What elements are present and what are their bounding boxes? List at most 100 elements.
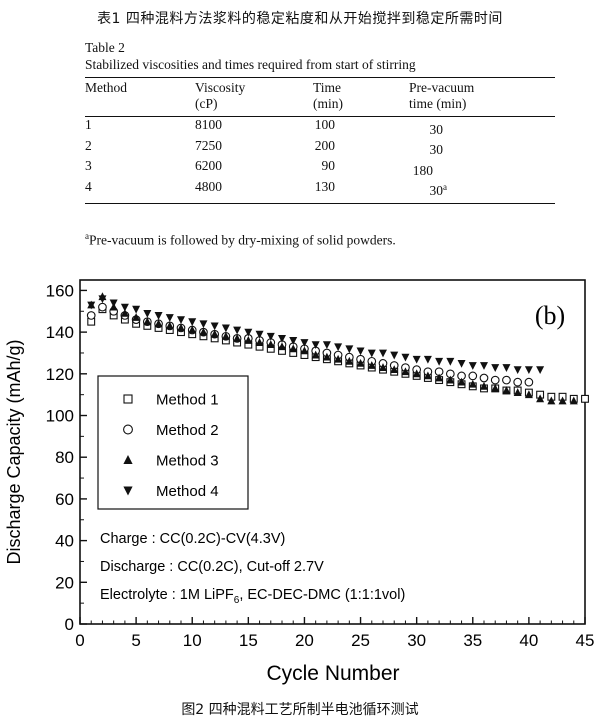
data-point — [177, 323, 185, 332]
data-point — [334, 343, 343, 352]
y-tick-label: 120 — [46, 365, 74, 384]
header-method: Method — [85, 80, 127, 95]
data-point — [435, 373, 444, 382]
cell-viscosity: 7250 — [195, 137, 222, 153]
data-point — [311, 341, 320, 350]
y-tick-label: 80 — [55, 448, 74, 467]
data-point — [188, 325, 197, 334]
data-point — [502, 375, 511, 385]
data-point — [367, 361, 376, 369]
data-point — [468, 371, 478, 381]
data-point — [558, 396, 567, 405]
data-point — [536, 366, 545, 375]
y-tick-label: 20 — [55, 573, 74, 592]
data-point — [502, 364, 511, 372]
y-tick-label: 160 — [46, 281, 74, 300]
data-point — [289, 337, 298, 345]
data-point — [165, 321, 174, 330]
legend-label: Method 1 — [156, 392, 219, 409]
cell-prevacuum: 30 — [429, 121, 444, 137]
data-point — [390, 365, 399, 374]
table-row: 1 8100 100 30 — [85, 117, 555, 138]
table-row: 2 7250 200 30 — [85, 138, 555, 159]
cell-time: 90 — [321, 158, 336, 173]
data-point — [300, 339, 309, 347]
data-point — [367, 349, 376, 358]
table-header-row: Method Viscosity (cP) Time (min) Pre-vacuu… — [85, 78, 555, 116]
y-tick-label: 100 — [46, 407, 74, 426]
chinese-figure-caption: 图2 四种混料工艺所制半电池循环测试 — [181, 702, 419, 718]
cell-prevacuum: 30 — [429, 142, 444, 157]
data-point — [390, 351, 399, 360]
table-top-rule — [85, 77, 555, 78]
y-axis-title: Discharge Capacity (mAh/g) — [4, 339, 24, 564]
x-tick-label: 35 — [463, 631, 482, 650]
data-point — [581, 394, 589, 403]
data-point — [490, 375, 500, 385]
y-tick-label: 60 — [55, 490, 74, 509]
data-point — [255, 338, 264, 346]
series-3 — [87, 292, 578, 405]
cell-method: 1 — [85, 117, 92, 132]
header-prevacuum: Pre-vacuum time (min) — [409, 80, 475, 111]
data-point — [401, 367, 410, 376]
cell-method: 4 — [85, 178, 92, 194]
data-point — [423, 355, 432, 364]
data-point — [446, 357, 455, 366]
data-point — [98, 302, 107, 312]
table-header-rule — [85, 116, 555, 117]
data-point — [480, 362, 488, 370]
data-point — [412, 355, 421, 364]
chinese-table-title: 表1 四种混料方法浆料的稳定粘度和从开始搅拌到稳定所需时间 — [97, 11, 503, 27]
data-point — [513, 366, 522, 375]
data-point — [289, 344, 298, 353]
cycling-chart: 0 20 40 60 80 100 120 140 160 0 5 10 15 20 25 30 35 40 45… — [0, 258, 600, 698]
legend-label: Method 4 — [156, 483, 219, 500]
x-tick-label: 5 — [131, 631, 140, 650]
data-point — [233, 326, 242, 335]
data-point — [278, 342, 286, 351]
x-tick-label: 25 — [351, 631, 370, 650]
data-point — [154, 319, 163, 328]
data-point — [132, 313, 141, 321]
data-point — [143, 309, 152, 318]
table-row: 4 4800 130 30a — [85, 179, 555, 204]
chart-svg: 0 20 40 60 80 100 120 140 160 0 5 10 15 20 25 30 35 40 45… — [4, 279, 594, 685]
data-point — [322, 352, 331, 361]
data-point — [87, 301, 96, 310]
legend-marker — [123, 455, 133, 464]
data-point — [491, 384, 500, 392]
data-point — [547, 396, 556, 405]
data-point — [491, 364, 500, 372]
data-point — [513, 388, 522, 396]
data-point — [345, 345, 354, 354]
table-footnote: aPre-vacuum is followed by dry-mixing of… — [85, 231, 396, 248]
legend-marker — [123, 486, 133, 496]
charge-annotation: Charge : CC(0.2C)-CV(4.3V) — [100, 531, 285, 547]
data-point — [233, 333, 242, 342]
data-point — [479, 373, 489, 383]
cell-viscosity: 4800 — [195, 178, 222, 194]
data-point — [188, 318, 197, 327]
data-point — [278, 334, 286, 343]
electrolyte-annotation: Electrolyte : 1M LiPF6, EC-DEC-DMC (1:1:… — [100, 587, 405, 606]
data-point — [524, 366, 533, 375]
data-points — [86, 292, 589, 405]
data-point — [502, 386, 511, 394]
cell-method: 3 — [85, 158, 92, 173]
x-tick-label: 0 — [75, 631, 84, 650]
table-label: Table 2 — [85, 40, 125, 55]
table-caption: Stabilized viscosities and times require… — [85, 57, 416, 72]
cell-prevacuum: 30a — [429, 181, 448, 199]
header-viscosity: Viscosity (cP) — [195, 80, 246, 111]
series-2 — [86, 302, 534, 387]
data-point — [468, 362, 477, 370]
x-axis: 0 5 10 15 20 25 30 35 40 45 — [75, 617, 594, 650]
data-point — [311, 350, 320, 359]
x-axis-title: Cycle Number — [266, 662, 399, 685]
data-point — [356, 358, 365, 367]
data-point — [524, 390, 533, 399]
data-point — [379, 349, 387, 358]
data-point — [120, 308, 129, 317]
data-point — [86, 311, 96, 320]
